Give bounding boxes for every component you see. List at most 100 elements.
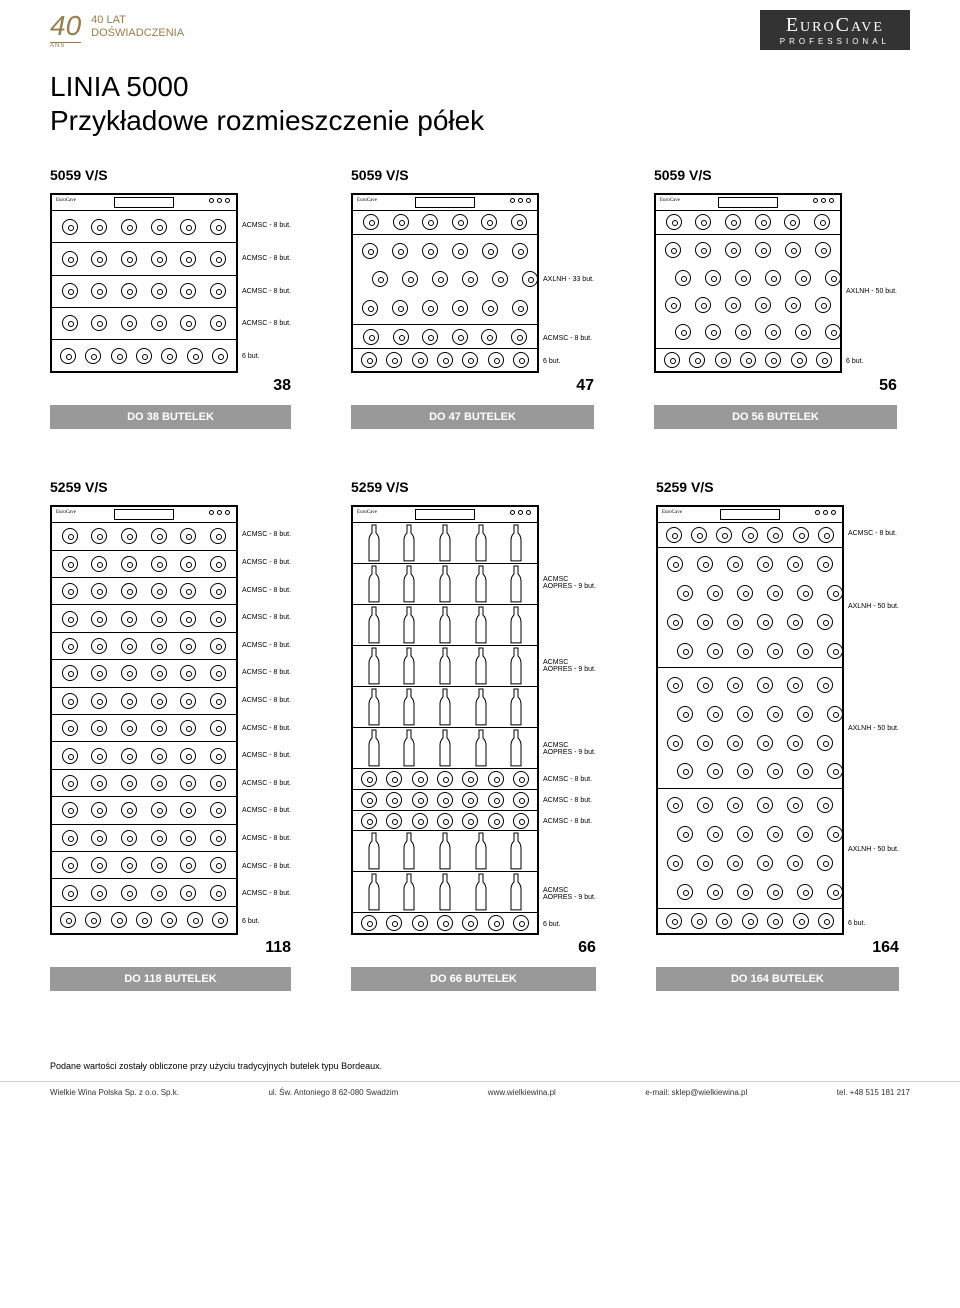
shelf-annotation: ACMSC - 8 but.: [238, 770, 291, 798]
bottle-front-icon: [513, 352, 529, 368]
shelf-annotation: ACMSC - 8 but.: [238, 714, 291, 742]
bottle-front-icon: [511, 329, 527, 345]
years-number: 40: [50, 10, 81, 43]
bottle-standing-icon: [438, 564, 452, 604]
shelf: [656, 234, 840, 348]
bottle-front-icon: [462, 271, 478, 287]
bottle-front-icon: [121, 693, 137, 709]
shelf: [353, 324, 537, 347]
bottle-front-icon: [91, 665, 107, 681]
bottle-front-icon: [452, 243, 468, 259]
bottle-front-icon: [91, 748, 107, 764]
bottle-front-icon: [787, 677, 803, 693]
bottle-front-icon: [151, 219, 167, 235]
bottle-front-icon: [121, 315, 137, 331]
bottle-front-icon: [161, 348, 177, 364]
bottle-front-icon: [462, 352, 478, 368]
shelf: [658, 788, 842, 908]
annotation-column: ACMSC - 8 but.AXLNH - 50 but.AXLNH - 50 …: [844, 505, 899, 935]
bottle-front-icon: [825, 324, 840, 340]
bottle-front-icon: [697, 855, 713, 871]
annotation-column: AXLNH - 33 but.ACMSC - 8 but.6 but.: [539, 193, 594, 373]
bottle-front-icon: [725, 214, 741, 230]
bottle-front-icon: [755, 214, 771, 230]
shelf-annotation: AXLNH - 50 but.: [844, 546, 899, 668]
bottle-front-icon: [91, 857, 107, 873]
bottle-front-icon: [180, 611, 196, 627]
footer-addr: ul. Św. Antoniego 8 62-080 Swadzim: [268, 1088, 398, 1097]
shelf: [52, 824, 236, 851]
cabinet-diagram: EuroCave: [351, 505, 539, 935]
bottle-front-icon: [765, 270, 781, 286]
bottle-standing-icon: [474, 831, 488, 871]
bottle-front-icon: [362, 243, 378, 259]
brand-name: EuroCave: [780, 14, 890, 37]
bottle-standing-icon: [402, 831, 416, 871]
bottle-front-icon: [180, 528, 196, 544]
bottle-front-icon: [664, 352, 680, 368]
bottle-front-icon: [180, 315, 196, 331]
bottle-front-icon: [667, 677, 683, 693]
shelf-annotation: 6 but.: [842, 350, 897, 373]
bottle-front-icon: [361, 813, 377, 829]
control-bar: EuroCave: [656, 195, 840, 211]
bottle-front-icon: [62, 283, 78, 299]
bottle-front-icon: [797, 763, 813, 779]
bottle-front-icon: [180, 556, 196, 572]
bottle-front-icon: [667, 797, 683, 813]
bottle-front-icon: [412, 771, 428, 787]
bottle-standing-icon: [474, 687, 488, 727]
bottle-front-icon: [787, 855, 803, 871]
bottle-front-icon: [735, 324, 751, 340]
bottle-standing-icon: [438, 523, 452, 563]
bottle-front-icon: [136, 912, 152, 928]
bottle-front-icon: [691, 913, 707, 929]
bottle-front-icon: [716, 527, 732, 543]
bottle-front-icon: [91, 775, 107, 791]
bottle-front-icon: [386, 352, 402, 368]
page-footer: Wielkie Wina Polska Sp. z o.o. Sp.k. ul.…: [0, 1081, 960, 1103]
bottle-front-icon: [363, 329, 379, 345]
bottle-front-icon: [121, 857, 137, 873]
bottle-standing-icon: [438, 646, 452, 686]
bottle-front-icon: [737, 826, 753, 842]
anniversary-badge: 40 ANS 40 LAT DOŚWIADCZENIA: [50, 10, 184, 49]
bottle-front-icon: [91, 802, 107, 818]
cabinet-unit: 5259 V/SEuroCaveACMSC - 8 but.ACMSC - 8 …: [50, 479, 291, 991]
shelf-annotation: ACMSC AOPRES - 9 but.: [539, 728, 596, 769]
bottle-front-icon: [60, 348, 76, 364]
cabinet-unit: 5059 V/SEuroCaveACMSC - 8 but.ACMSC - 8 …: [50, 167, 291, 429]
bottle-front-icon: [121, 583, 137, 599]
bottle-front-icon: [488, 771, 504, 787]
bottle-front-icon: [797, 643, 813, 659]
shelf: [52, 878, 236, 905]
bottle-front-icon: [666, 527, 682, 543]
bottle-front-icon: [62, 857, 78, 873]
shelf-annotation: [842, 209, 897, 232]
shelf-annotation: ACMSC - 8 but.: [238, 825, 291, 853]
shelf-annotation: ACMSC - 8 but.: [238, 576, 291, 604]
bottle-front-icon: [667, 855, 683, 871]
bottle-front-icon: [737, 763, 753, 779]
bottle-front-icon: [815, 297, 831, 313]
bottle-standing-icon: [509, 831, 523, 871]
bottle-front-icon: [677, 643, 693, 659]
shelf: [52, 242, 236, 274]
bottle-front-icon: [91, 720, 107, 736]
model-label: 5059 V/S: [654, 167, 897, 183]
bottle-standing-icon: [438, 728, 452, 768]
shelf: [52, 741, 236, 768]
bottle-front-icon: [187, 912, 203, 928]
bottle-front-icon: [697, 614, 713, 630]
bottle-front-icon: [91, 885, 107, 901]
bottle-front-icon: [210, 665, 226, 681]
cabinet-diagram: EuroCave: [50, 193, 238, 373]
bottle-front-icon: [677, 585, 693, 601]
bottle-front-icon: [784, 214, 800, 230]
bottle-standing-icon: [367, 605, 381, 645]
bottle-front-icon: [715, 352, 731, 368]
bottle-standing-icon: [402, 687, 416, 727]
cabinet-unit: 5059 V/SEuroCaveAXLNH - 33 but.ACMSC - 8…: [351, 167, 594, 429]
bottle-front-icon: [755, 297, 771, 313]
bottle-front-icon: [121, 556, 137, 572]
